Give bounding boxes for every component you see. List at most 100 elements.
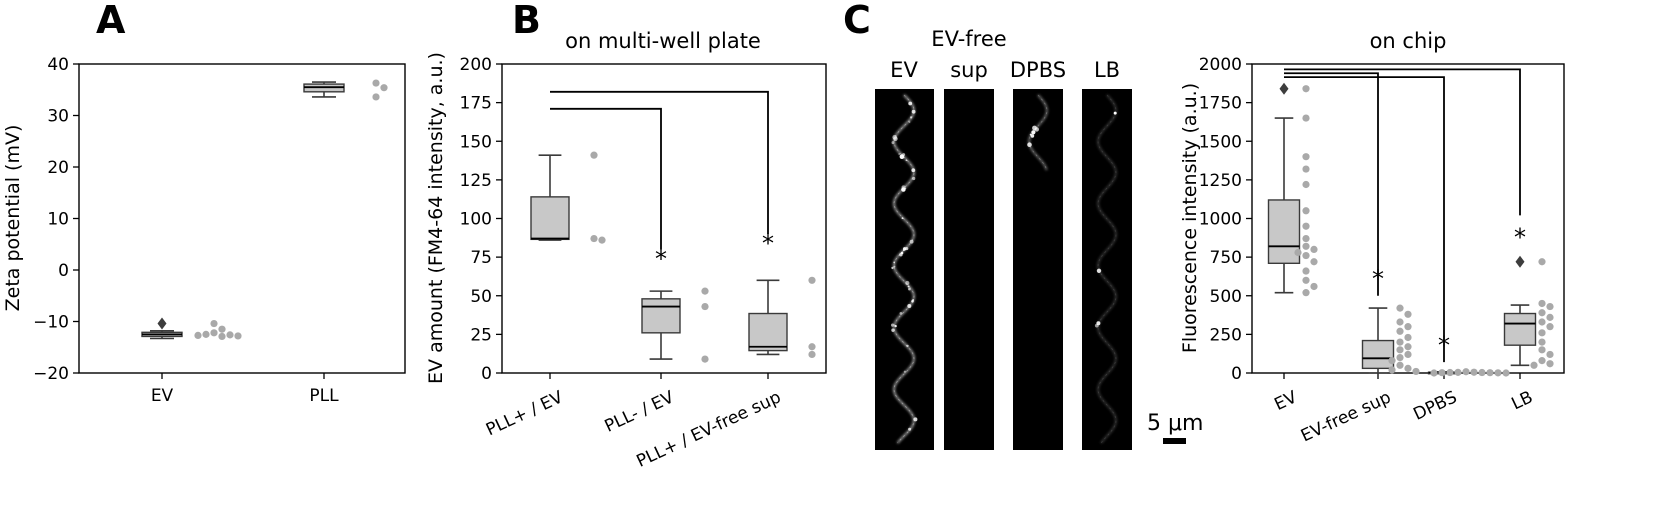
chart-b-ytick-label: 175	[460, 94, 492, 114]
chart-c-ylabel: Fluorescence intensity (a.u.)	[1179, 83, 1201, 353]
micrograph-speckle	[903, 247, 907, 251]
chart-c-ytick-label: 1750	[1199, 94, 1242, 114]
chart-c-data-point	[1538, 338, 1546, 346]
chart-c-data-point	[1396, 346, 1404, 354]
chart-c-ytick-label: 750	[1210, 248, 1242, 268]
micrograph-speckle	[1096, 268, 1102, 273]
chart-c-data-point	[1396, 361, 1404, 369]
chart-c-data-point	[1430, 369, 1438, 377]
chart-b-ytick-label: 0	[481, 364, 492, 384]
chart-c-data-point	[1404, 343, 1412, 351]
chart-c-data-point	[1546, 350, 1554, 359]
micrograph-speckle	[900, 251, 904, 255]
chart-a-data-point	[210, 329, 218, 337]
chart-c-title: on chip	[1370, 29, 1447, 53]
micrograph-speckle	[1032, 125, 1037, 131]
chart-a-ytick-label: 20	[47, 158, 69, 178]
chart-b-data-point	[590, 234, 598, 243]
micrograph-speckle	[904, 187, 907, 190]
micro-label-lb: LB	[1094, 58, 1120, 82]
chart-c-data-point	[1302, 276, 1310, 284]
chart-c-ytick-label: 0	[1231, 364, 1242, 384]
micrograph-speckle	[909, 116, 913, 119]
micrograph-speckle	[1031, 130, 1036, 135]
chart-c-significance-star: *	[1372, 265, 1384, 293]
chart-c-box	[1361, 339, 1395, 370]
micrograph-channel-detail	[893, 94, 915, 444]
chart-c-ytick-label: 250	[1210, 325, 1242, 345]
chart-a-xtick-label: PLL	[309, 386, 339, 406]
chart-b-data-point	[590, 151, 598, 159]
chart-c-data-point	[1478, 368, 1486, 377]
chart-c-significance-bracket	[1284, 76, 1445, 363]
micrograph-dpbs	[1013, 89, 1063, 450]
chart-c-data-point	[1302, 242, 1310, 250]
chart-b-ytick-label: 50	[470, 287, 492, 307]
scale-bar-label: 5 μm	[1147, 411, 1203, 436]
panel-label-b: B	[512, 0, 541, 42]
micrograph-speckle	[908, 287, 911, 291]
chart-a-ylabel: Zeta potential (mV)	[2, 125, 24, 312]
micrograph-speckle	[893, 136, 898, 141]
chart-c-data-point	[1302, 251, 1310, 260]
micrograph-speckle	[908, 101, 913, 106]
micrograph-speckle	[907, 285, 910, 288]
chart-a-ytick-label: 10	[47, 210, 69, 230]
micrograph-speckle	[899, 312, 903, 315]
chart-a-ytick-label: −10	[33, 313, 69, 333]
chart-c-data-point	[1546, 302, 1554, 311]
chart-c-data-point	[1396, 338, 1404, 346]
chart-c-xtick-label: DPBS	[1410, 387, 1460, 424]
chart-b-box	[748, 312, 788, 352]
chart-c-data-point	[1396, 304, 1404, 312]
chart-a-data-point	[380, 84, 388, 92]
chart-c-xtick-label: EV	[1271, 387, 1300, 415]
micrograph-speckle	[909, 239, 914, 244]
chart-c-ytick-label: 2000	[1199, 55, 1242, 75]
scale-bar	[1163, 438, 1186, 444]
chart-b-significance-bracket	[550, 90, 769, 234]
chart-c-xtick-label: EV-free sup	[1298, 387, 1394, 446]
chart-c-box	[1267, 199, 1301, 265]
micrograph-speckle	[891, 141, 895, 145]
chart-c-ytick-label: 1500	[1199, 132, 1242, 152]
micrograph-speckle	[898, 153, 901, 155]
chart-a-data-point	[226, 331, 234, 339]
chart-a-ytick-label: −20	[33, 364, 69, 384]
chart-c-data-point	[1404, 310, 1412, 318]
chart-a-data-point	[202, 330, 210, 338]
micro-label-dpbs: DPBS	[1010, 58, 1066, 82]
chart-c-data-point	[1302, 289, 1310, 297]
chart-a-axes-frame	[78, 63, 406, 374]
chart-c-data-point	[1538, 357, 1546, 365]
chart-c-ytick-label: 1250	[1199, 171, 1242, 191]
chart-b-data-point	[808, 350, 816, 359]
chart-b-ytick-label: 200	[460, 55, 492, 75]
chart-c-data-point	[1302, 267, 1310, 275]
chart-c-data-point	[1302, 234, 1310, 243]
micrograph-speckle	[908, 121, 911, 123]
chart-a-ytick-label: 40	[47, 55, 69, 75]
micrograph-speckle	[911, 109, 916, 114]
chart-c-data-point	[1494, 369, 1502, 377]
chart-a-flier	[157, 317, 167, 330]
chart-c-data-point	[1412, 367, 1420, 376]
chart-c-xtick-label: LB	[1509, 387, 1537, 414]
micrograph-speckle	[1027, 142, 1032, 147]
micrograph-speckle	[894, 324, 897, 328]
chart-c-data-point	[1546, 313, 1554, 321]
chart-a-data-point	[372, 93, 380, 101]
micrograph-speckle	[913, 417, 918, 422]
chart-b-xtick-label: PLL+ / EV	[483, 387, 566, 440]
chart-c-data-point	[1538, 309, 1546, 317]
micrograph-speckle	[908, 427, 912, 431]
chart-c-data-point	[1302, 114, 1310, 122]
chart-c-box	[1503, 312, 1537, 346]
chart-b-data-point	[598, 236, 606, 244]
chart-c-data-point	[1302, 222, 1310, 230]
chart-a-data-point	[234, 332, 242, 340]
chart-c-data-point	[1388, 357, 1396, 365]
chart-c-data-point	[1404, 350, 1412, 359]
chart-c-data-point	[1396, 318, 1404, 326]
chart-b-data-point	[701, 302, 709, 311]
